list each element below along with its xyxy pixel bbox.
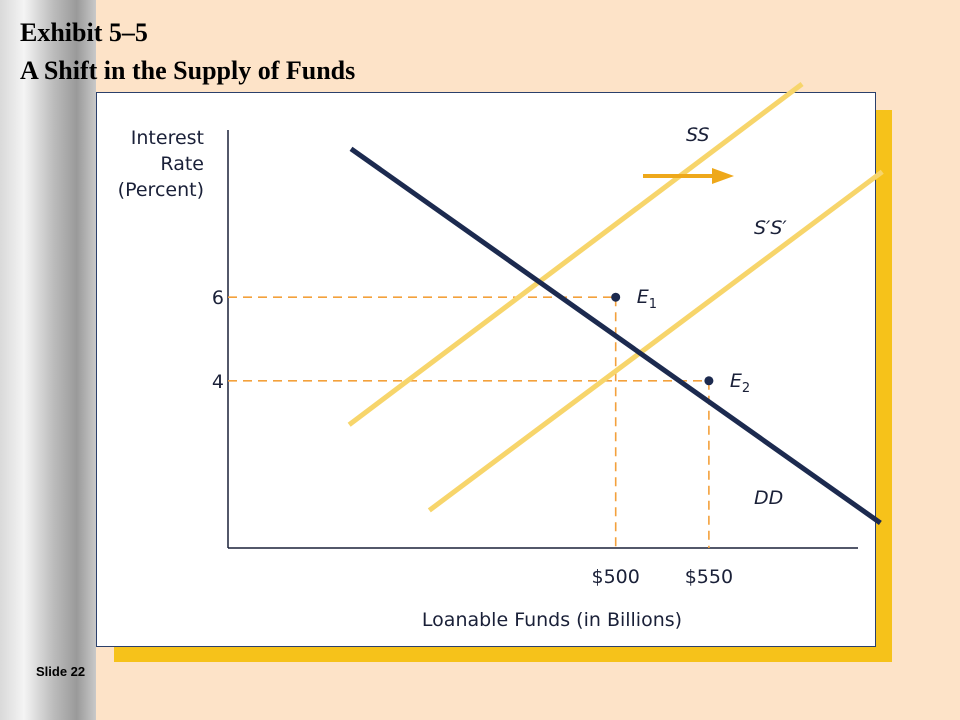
tick-labels: 6 4 $500 $550: [212, 287, 733, 588]
shift-arrow-head: [712, 168, 734, 184]
curve-labels: SS S′S′ DD: [686, 124, 787, 509]
point-e2: [704, 376, 714, 386]
exhibit-title: Exhibit 5–5: [20, 18, 148, 47]
curve-ss-prime: [427, 169, 884, 513]
y-tick-label: 4: [212, 371, 224, 393]
curve-label: DD: [754, 487, 783, 509]
curves: [347, 82, 884, 525]
y-axis-label-line: Interest: [131, 127, 204, 149]
curve-ss: [347, 82, 804, 427]
equilibrium-points: E1 E2: [611, 286, 750, 396]
slide-side-bar: [0, 0, 96, 720]
y-axis-label-line: Rate: [160, 153, 204, 175]
equilibrium-guides: [228, 296, 710, 548]
exhibit-subtitle: A Shift in the Supply of Funds: [20, 56, 356, 85]
x-tick-label: $550: [685, 566, 733, 588]
curve-dd: [349, 146, 882, 525]
figure-panel: [96, 92, 876, 647]
y-axis-label-line: (Percent): [118, 179, 204, 201]
x-tick-label: $500: [592, 566, 640, 588]
y-axis-label: Interest Rate (Percent): [118, 127, 204, 201]
slide-number: Slide 22: [36, 664, 86, 679]
x-axis-label: Loanable Funds (in Billions): [422, 609, 682, 631]
shift-arrow: [643, 168, 734, 184]
point-label-e1: E1: [637, 286, 657, 312]
y-tick-label: 6: [212, 287, 224, 309]
curve-label: S′S′: [754, 217, 787, 239]
curve-label: SS: [686, 124, 709, 146]
point-e1: [611, 292, 621, 302]
point-label-e2: E2: [730, 370, 750, 396]
